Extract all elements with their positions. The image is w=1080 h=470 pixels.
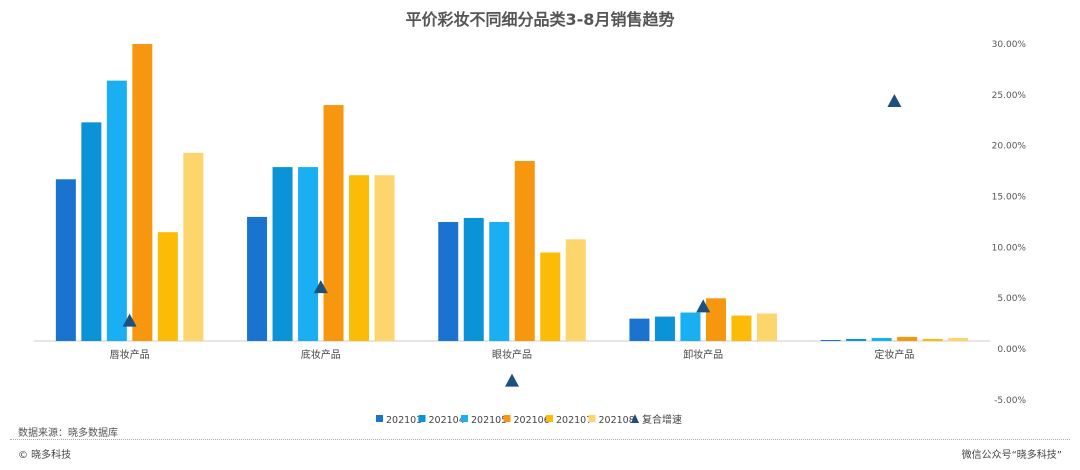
legend-swatch-202106 bbox=[503, 415, 511, 422]
y-tick-label: -5.00% bbox=[994, 396, 1026, 406]
y-tick-label: 20.00% bbox=[992, 142, 1027, 152]
growth-marker bbox=[122, 313, 137, 327]
y-tick-label: 25.00% bbox=[992, 91, 1027, 101]
x-tick-label: 唇妆产品 bbox=[110, 348, 150, 361]
growth-marker bbox=[505, 373, 519, 387]
x-tick-label: 卸妆产品 bbox=[683, 348, 723, 361]
legend-swatch-202104 bbox=[418, 415, 426, 422]
bar-202105 bbox=[871, 337, 892, 341]
bar-202106 bbox=[323, 105, 344, 341]
legend-label: 202105 bbox=[471, 415, 507, 426]
legend-label: 202106 bbox=[514, 415, 550, 426]
bar-202103 bbox=[438, 222, 459, 341]
y-tick-label: 0.00% bbox=[997, 345, 1026, 355]
x-tick-label: 定妆产品 bbox=[874, 348, 914, 361]
bar-202106 bbox=[897, 336, 918, 341]
chart-title: 平价彩妆不同细分品类3-8月销售趋势 bbox=[405, 10, 675, 29]
legend-label: 202108 bbox=[599, 415, 635, 426]
bar-202105 bbox=[298, 167, 319, 341]
legend-swatch-202103 bbox=[376, 415, 383, 422]
bar-202107 bbox=[540, 252, 561, 341]
bar-202106 bbox=[705, 298, 726, 341]
legend-label: 202104 bbox=[429, 415, 465, 426]
bar-202105 bbox=[680, 312, 701, 341]
growth-marker bbox=[696, 299, 711, 313]
growth-marker bbox=[313, 280, 328, 294]
bar-202103 bbox=[820, 339, 841, 341]
bar-202103 bbox=[55, 179, 76, 341]
legend-label: 202107 bbox=[556, 415, 592, 426]
growth-marker bbox=[887, 93, 902, 107]
divider bbox=[10, 439, 1070, 440]
copyright: © 晓多科技 bbox=[18, 450, 72, 461]
x-tick-label: 眼妆产品 bbox=[492, 348, 532, 361]
bar-202104 bbox=[463, 217, 484, 341]
legend-swatch-202107 bbox=[546, 415, 553, 422]
bar-202107 bbox=[731, 315, 752, 341]
y-tick-label: 5.00% bbox=[997, 294, 1026, 304]
bar-202108 bbox=[948, 337, 969, 341]
bar-202105 bbox=[489, 222, 510, 341]
wechat-account: 微信公众号“晓多科技” bbox=[961, 450, 1062, 461]
legend-swatch-202105 bbox=[461, 415, 468, 422]
y-tick-label: 15.00% bbox=[992, 192, 1027, 202]
bar-202108 bbox=[374, 175, 395, 341]
bar-202104 bbox=[846, 338, 867, 341]
x-tick-label: 底妆产品 bbox=[301, 348, 341, 361]
bar-202108 bbox=[183, 152, 204, 341]
bar-202103 bbox=[629, 318, 650, 341]
bar-202106 bbox=[132, 44, 153, 341]
bar-202107 bbox=[349, 175, 370, 341]
chart-svg: -5.00% 0.00% 5.00% 10.00% 15.00% 20.00% 25.00%… bbox=[34, 40, 1027, 426]
bar-202105 bbox=[106, 80, 127, 341]
bar-202104 bbox=[272, 167, 293, 341]
bar-202104 bbox=[81, 122, 102, 341]
bar-202108 bbox=[756, 313, 777, 341]
bar-202104 bbox=[654, 316, 675, 341]
legend-label: 202103 bbox=[386, 415, 422, 426]
bar-202103 bbox=[247, 216, 268, 341]
bar-202106 bbox=[514, 160, 535, 341]
legend-swatch-202108 bbox=[588, 415, 596, 422]
legend-label: 复合增速 bbox=[642, 413, 682, 426]
bar-202107 bbox=[157, 232, 178, 341]
data-source: 数据来源：晓多数据库 bbox=[18, 428, 118, 439]
bar-202107 bbox=[922, 338, 943, 341]
y-tick-label: 30.00% bbox=[992, 40, 1027, 50]
y-tick-label: 10.00% bbox=[992, 243, 1027, 253]
bar-202108 bbox=[565, 239, 586, 341]
legend-swatch-growth bbox=[631, 414, 639, 423]
